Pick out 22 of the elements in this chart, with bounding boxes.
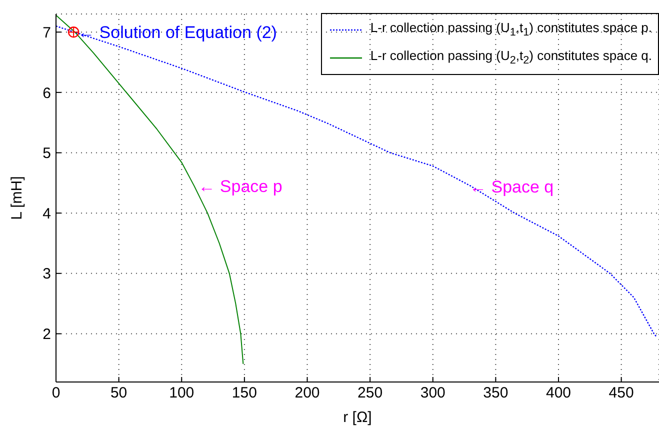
y-tick-label: 6 xyxy=(42,84,51,102)
annotation: ← Space p xyxy=(198,176,282,196)
x-axis-title: r [Ω] xyxy=(343,409,372,426)
x-tick-label: 0 xyxy=(52,384,60,402)
x-tick-label: 350 xyxy=(483,384,508,402)
y-tick-label: 3 xyxy=(42,266,51,283)
x-tick-label: 50 xyxy=(110,384,128,402)
x-tick-label: 250 xyxy=(358,384,383,402)
y-tick-label: 4 xyxy=(42,205,51,222)
x-tick-label: 100 xyxy=(169,384,194,402)
annotation: ← Space q xyxy=(470,178,554,197)
x-tick-label: 300 xyxy=(420,384,446,402)
y-tick-label: 2 xyxy=(42,326,51,344)
y-tick-label: 7 xyxy=(42,24,51,42)
legend-label: L-r collection passing (U$_{1}$,t$_{1}$) constitutes space p. xyxy=(370,19,652,41)
x-tick-label: 400 xyxy=(546,384,572,402)
y-axis-title: L [mH] xyxy=(8,176,26,220)
x-tick-label: 450 xyxy=(608,384,634,402)
y-tick-label: 5 xyxy=(42,145,51,162)
x-tick-label: 150 xyxy=(232,384,257,402)
x-tick-label: 200 xyxy=(294,384,320,402)
legend-label: L-r collection passing (U$_{2}$,t$_{2}$) constitutes space q. xyxy=(370,46,652,68)
